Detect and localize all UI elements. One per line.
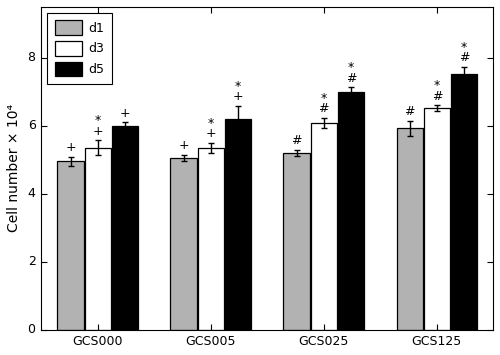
Bar xyxy=(424,108,450,330)
Bar xyxy=(338,92,364,330)
Bar xyxy=(170,158,197,330)
Text: *: * xyxy=(94,114,101,127)
Text: #: # xyxy=(404,105,415,118)
Text: +: + xyxy=(178,139,189,152)
Text: *: * xyxy=(461,40,467,54)
Text: *: * xyxy=(208,117,214,130)
Text: *: * xyxy=(434,80,440,92)
Bar xyxy=(284,153,310,330)
Bar xyxy=(198,148,224,330)
Y-axis label: Cell number × 10⁴: Cell number × 10⁴ xyxy=(6,104,20,232)
Text: #: # xyxy=(292,134,302,147)
Text: #: # xyxy=(458,51,469,64)
Bar xyxy=(310,123,337,330)
Bar xyxy=(396,129,423,330)
Bar xyxy=(112,126,138,330)
Bar xyxy=(451,74,477,330)
Text: #: # xyxy=(318,102,329,115)
Bar xyxy=(84,148,111,330)
Text: +: + xyxy=(232,90,243,103)
Bar xyxy=(58,162,84,330)
Text: *: * xyxy=(234,80,241,93)
Text: +: + xyxy=(65,141,76,154)
Text: #: # xyxy=(346,72,356,84)
Legend: d1, d3, d5: d1, d3, d5 xyxy=(48,13,112,84)
Text: *: * xyxy=(320,92,327,105)
Text: +: + xyxy=(206,127,216,140)
Text: *: * xyxy=(348,61,354,74)
Text: +: + xyxy=(92,125,103,138)
Text: #: # xyxy=(432,89,442,103)
Bar xyxy=(224,119,251,330)
Text: +: + xyxy=(120,106,130,120)
